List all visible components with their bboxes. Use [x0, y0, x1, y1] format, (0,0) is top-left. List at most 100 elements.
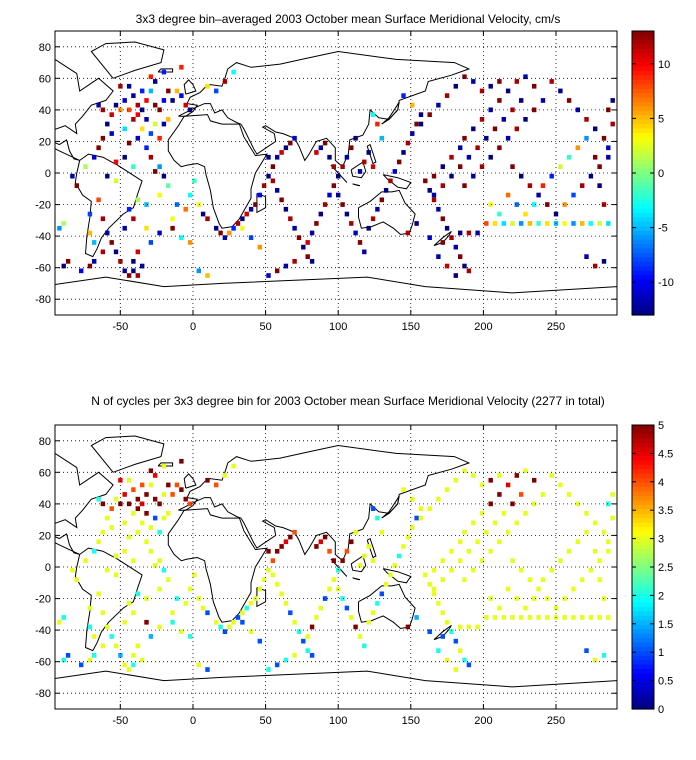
- colorbar-segment: [632, 44, 654, 50]
- colorbar: 5 4.5 4 3.5 3 2.5 2 1.5 1 0.5 0: [631, 420, 673, 716]
- data-cell: [584, 648, 589, 653]
- data-cell: [87, 657, 93, 663]
- data-cell: [440, 610, 445, 616]
- data-cell: [161, 515, 167, 521]
- colorbar-tick-label: 0.5: [658, 676, 673, 688]
- data-cell: [597, 221, 602, 226]
- x-tick-label: 0: [190, 715, 196, 727]
- colorbar-segment: [632, 669, 654, 675]
- data-cell: [305, 648, 310, 653]
- colorbar-segment: [632, 62, 654, 68]
- data-cell: [458, 558, 463, 563]
- data-cell: [410, 496, 415, 502]
- data-cell: [96, 145, 101, 151]
- colorbar-segment: [632, 279, 654, 285]
- data-cell: [353, 135, 358, 141]
- coastline-3: [167, 508, 268, 623]
- data-cell: [562, 221, 567, 226]
- coastline-7: [157, 462, 174, 467]
- data-cell: [61, 263, 66, 269]
- data-cell: [566, 548, 572, 554]
- data-cell: [466, 154, 472, 160]
- y-tick-label: -80: [35, 688, 51, 700]
- data-cell: [279, 544, 284, 549]
- data-cell: [510, 615, 515, 620]
- data-cell: [135, 506, 140, 511]
- data-cell: [593, 520, 598, 526]
- data-cell: [92, 240, 97, 245]
- data-cell: [497, 605, 502, 611]
- data-cell: [488, 107, 493, 113]
- data-cell: [179, 93, 184, 98]
- data-cell: [375, 600, 380, 606]
- colorbar-segment: [632, 686, 654, 692]
- data-cell: [109, 506, 114, 511]
- data-cell: [340, 164, 345, 169]
- colorbar-segment: [632, 553, 654, 559]
- data-cell: [196, 596, 201, 601]
- data-cell: [148, 548, 154, 554]
- data-cell: [166, 183, 171, 188]
- colorbar-tick-label: 0: [658, 168, 664, 180]
- data-cell: [349, 221, 354, 226]
- grid: [55, 425, 617, 709]
- data-cell: [200, 211, 206, 217]
- data-cell: [479, 164, 485, 169]
- data-cell: [597, 577, 602, 582]
- data-cell: [558, 558, 563, 563]
- colorbar-segment: [632, 677, 654, 683]
- data-cell: [610, 98, 615, 103]
- data-cell: [584, 135, 589, 141]
- colorbar-segment: [632, 141, 654, 147]
- coastline-15: [366, 143, 377, 165]
- colorbar-segment: [632, 589, 654, 595]
- colorbar-segment: [632, 682, 654, 688]
- data-cell: [449, 154, 454, 160]
- colorbar-segment: [632, 469, 654, 475]
- colorbar-segment: [632, 230, 654, 236]
- colorbar-segment: [632, 593, 654, 599]
- data-cell: [126, 534, 132, 540]
- data-cell: [527, 615, 533, 620]
- colorbar-segment: [632, 447, 654, 453]
- data-cell: [466, 230, 472, 236]
- y-tick-label: 60: [39, 73, 51, 85]
- data-cell: [305, 634, 310, 639]
- colorbar-segment: [632, 624, 654, 630]
- data-cell: [462, 135, 467, 141]
- colorbar-segment: [632, 504, 654, 510]
- coastline-1: [74, 153, 143, 258]
- x-tick-label: 50: [259, 321, 271, 333]
- data-cell: [96, 496, 101, 502]
- data-cell: [161, 173, 167, 179]
- data-cell: [479, 511, 485, 516]
- coastline-1: [74, 547, 143, 652]
- data-cell: [601, 135, 607, 141]
- data-cell: [449, 235, 454, 240]
- data-cell: [244, 605, 249, 611]
- data-cell: [510, 164, 515, 169]
- data-cell: [148, 240, 154, 245]
- colorbar-segment: [632, 558, 654, 564]
- data-cell: [523, 211, 528, 217]
- colorbar-segment: [632, 620, 654, 626]
- colorbar-segment: [632, 173, 654, 179]
- data-cell: [375, 515, 380, 521]
- data-cell: [444, 93, 450, 98]
- data-cell: [588, 221, 594, 226]
- data-cell: [410, 525, 415, 530]
- data-cell: [318, 539, 323, 545]
- data-cell: [336, 567, 341, 573]
- data-cell: [166, 482, 171, 488]
- data-cell: [383, 188, 389, 193]
- data-cell: [344, 548, 350, 554]
- x-tick-label: 200: [474, 321, 492, 333]
- data-cell: [331, 577, 336, 582]
- data-cell: [405, 140, 411, 146]
- colorbar-tick-label: 0: [658, 704, 664, 716]
- colorbar-segment: [632, 84, 654, 90]
- data-cell: [100, 610, 106, 616]
- data-cell: [174, 202, 180, 207]
- colorbar-segment: [632, 700, 654, 706]
- data-cell: [131, 653, 136, 658]
